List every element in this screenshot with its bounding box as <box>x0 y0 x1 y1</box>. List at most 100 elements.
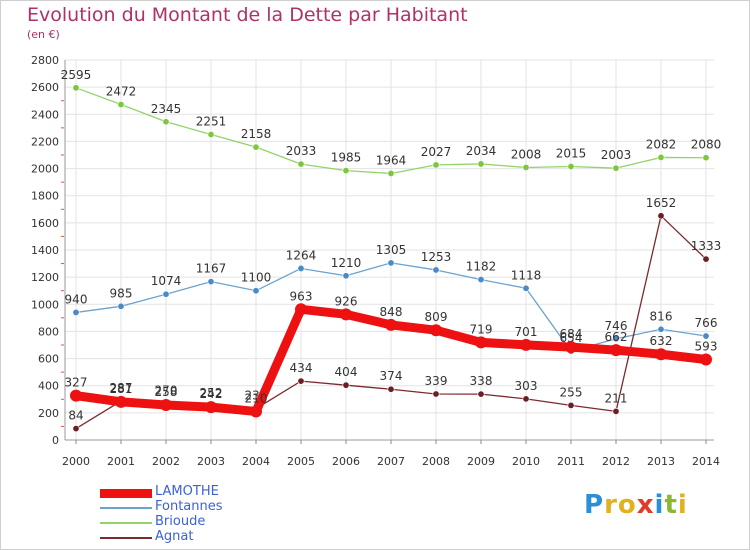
point-brioude <box>702 154 710 162</box>
data-label-fontannes: 1305 <box>376 243 407 257</box>
point-brioude <box>432 161 440 169</box>
data-label-brioude: 2345 <box>151 102 182 116</box>
data-label-brioude: 2033 <box>286 144 317 158</box>
data-label-brioude: 2472 <box>106 85 137 99</box>
data-label-lamothe: 719 <box>470 322 493 336</box>
legend-swatch <box>100 537 152 539</box>
point-brioude <box>297 160 305 168</box>
x-tick-label: 2006 <box>332 455 360 468</box>
data-label-agnat: 303 <box>515 379 538 393</box>
data-label-agnat: 252 <box>200 386 223 400</box>
x-tick-label: 2000 <box>62 455 90 468</box>
data-label-lamothe: 809 <box>425 310 448 324</box>
point-agnat <box>72 425 80 433</box>
y-tick-label: 1000 <box>31 298 59 311</box>
data-label-brioude: 2251 <box>196 115 227 129</box>
logo-letter: P <box>584 490 605 520</box>
point-fontannes <box>342 272 350 280</box>
data-label-agnat: 338 <box>470 374 493 388</box>
point-fontannes <box>432 266 440 274</box>
data-label-lamothe: 662 <box>605 330 628 344</box>
point-lamothe <box>385 318 397 331</box>
data-label-brioude: 2158 <box>241 127 272 141</box>
data-label-brioude: 2027 <box>421 145 452 159</box>
data-label-lamothe: 210 <box>245 392 268 406</box>
data-label-brioude: 2003 <box>601 148 632 162</box>
point-agnat <box>612 407 620 415</box>
data-label-fontannes: 1182 <box>466 260 497 274</box>
data-label-brioude: 2082 <box>646 137 677 151</box>
logo-letter: r <box>604 490 618 520</box>
data-label-lamothe: 684 <box>560 327 583 341</box>
chart-title: Evolution du Montant de la Dette par Hab… <box>27 4 468 26</box>
point-brioude <box>567 163 575 171</box>
data-label-agnat: 374 <box>380 369 403 383</box>
proxiti-logo: Proxiti <box>584 490 688 520</box>
data-label-lamothe: 258 <box>155 385 178 399</box>
point-agnat <box>522 395 530 403</box>
point-fontannes <box>72 308 80 316</box>
point-agnat <box>702 255 710 263</box>
legend-label: Fontannes <box>155 499 223 514</box>
data-label-brioude: 2034 <box>466 144 497 158</box>
data-label-brioude: 1964 <box>376 153 407 167</box>
legend-label: Brioude <box>155 514 206 529</box>
data-label-lamothe: 848 <box>380 305 403 319</box>
y-tick-label: 800 <box>38 325 59 338</box>
point-brioude <box>342 167 350 175</box>
data-label-brioude: 2595 <box>61 68 92 82</box>
data-label-agnat: 84 <box>68 409 83 423</box>
point-lamothe <box>115 395 127 408</box>
data-label-agnat: 255 <box>560 385 583 399</box>
x-tick-label: 2005 <box>287 455 315 468</box>
point-brioude <box>522 163 530 171</box>
data-label-fontannes: 1118 <box>511 268 542 282</box>
x-tick-label: 2013 <box>647 455 675 468</box>
point-lamothe <box>340 308 352 321</box>
point-lamothe <box>250 405 262 418</box>
point-lamothe <box>70 389 82 402</box>
data-label-lamothe: 926 <box>335 294 358 308</box>
y-tick-label: 400 <box>38 380 59 393</box>
y-tick-label: 2000 <box>31 163 59 176</box>
point-brioude <box>162 118 170 126</box>
data-label-fontannes: 1167 <box>196 262 227 276</box>
point-fontannes <box>387 259 395 267</box>
logo-letter: t <box>664 490 678 520</box>
data-label-agnat: 339 <box>425 374 448 388</box>
point-brioude <box>252 143 260 151</box>
x-tick-label: 2007 <box>377 455 405 468</box>
point-lamothe <box>205 401 217 414</box>
data-label-brioude: 1985 <box>331 151 362 165</box>
point-fontannes <box>162 290 170 298</box>
data-label-fontannes: 1264 <box>286 248 317 262</box>
data-label-lamothe: 327 <box>65 376 88 390</box>
data-label-agnat: 270 <box>155 383 178 397</box>
x-tick-label: 2010 <box>512 455 540 468</box>
point-fontannes <box>117 302 125 310</box>
y-tick-label: 1800 <box>31 190 59 203</box>
y-tick-label: 1400 <box>31 244 59 257</box>
y-tick-label: 2400 <box>31 108 59 121</box>
point-lamothe <box>610 344 622 357</box>
logo-letter: i <box>677 490 688 520</box>
x-tick-label: 2014 <box>692 455 720 468</box>
data-label-fontannes: 654 <box>560 331 583 345</box>
point-lamothe <box>295 303 307 316</box>
point-lamothe <box>520 338 532 351</box>
point-brioude <box>72 84 80 92</box>
x-tick-label: 2002 <box>152 455 180 468</box>
x-tick-label: 2012 <box>602 455 630 468</box>
data-label-lamothe: 701 <box>515 325 538 339</box>
data-label-agnat: 1652 <box>646 196 677 210</box>
x-tick-label: 2009 <box>467 455 495 468</box>
y-tick-label: 200 <box>38 407 59 420</box>
point-agnat <box>387 385 395 393</box>
point-agnat <box>432 390 440 398</box>
point-fontannes <box>657 325 665 333</box>
logo-letter: x <box>636 490 655 520</box>
data-label-fontannes: 1074 <box>151 274 182 288</box>
x-tick-label: 2003 <box>197 455 225 468</box>
point-brioude <box>657 153 665 161</box>
data-label-fontannes: 746 <box>605 319 628 333</box>
